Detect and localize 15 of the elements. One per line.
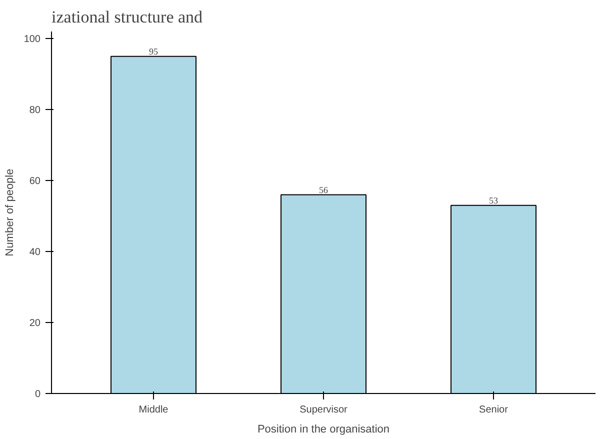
data-label: 95 xyxy=(149,46,158,56)
data-label: 56 xyxy=(319,184,328,195)
y-axis-title: Number of people xyxy=(4,168,16,256)
x-tick-label: Senior xyxy=(479,404,509,416)
y-tick-label: 60 xyxy=(29,176,41,188)
y-tick-label: 0 xyxy=(34,389,41,400)
x-tick-label: Supervisor xyxy=(300,404,348,416)
text: izational structure and xyxy=(52,8,204,26)
y-tick-label: 20 xyxy=(29,318,41,330)
data-label: 53 xyxy=(489,195,498,206)
y-tick-label: 100 xyxy=(24,34,41,46)
x-axis-title: Position in the organisation xyxy=(257,424,390,436)
x-tick-label: Middle xyxy=(138,404,169,416)
y-tick-label: 40 xyxy=(29,247,41,258)
y-tick-label: 80 xyxy=(29,105,41,116)
